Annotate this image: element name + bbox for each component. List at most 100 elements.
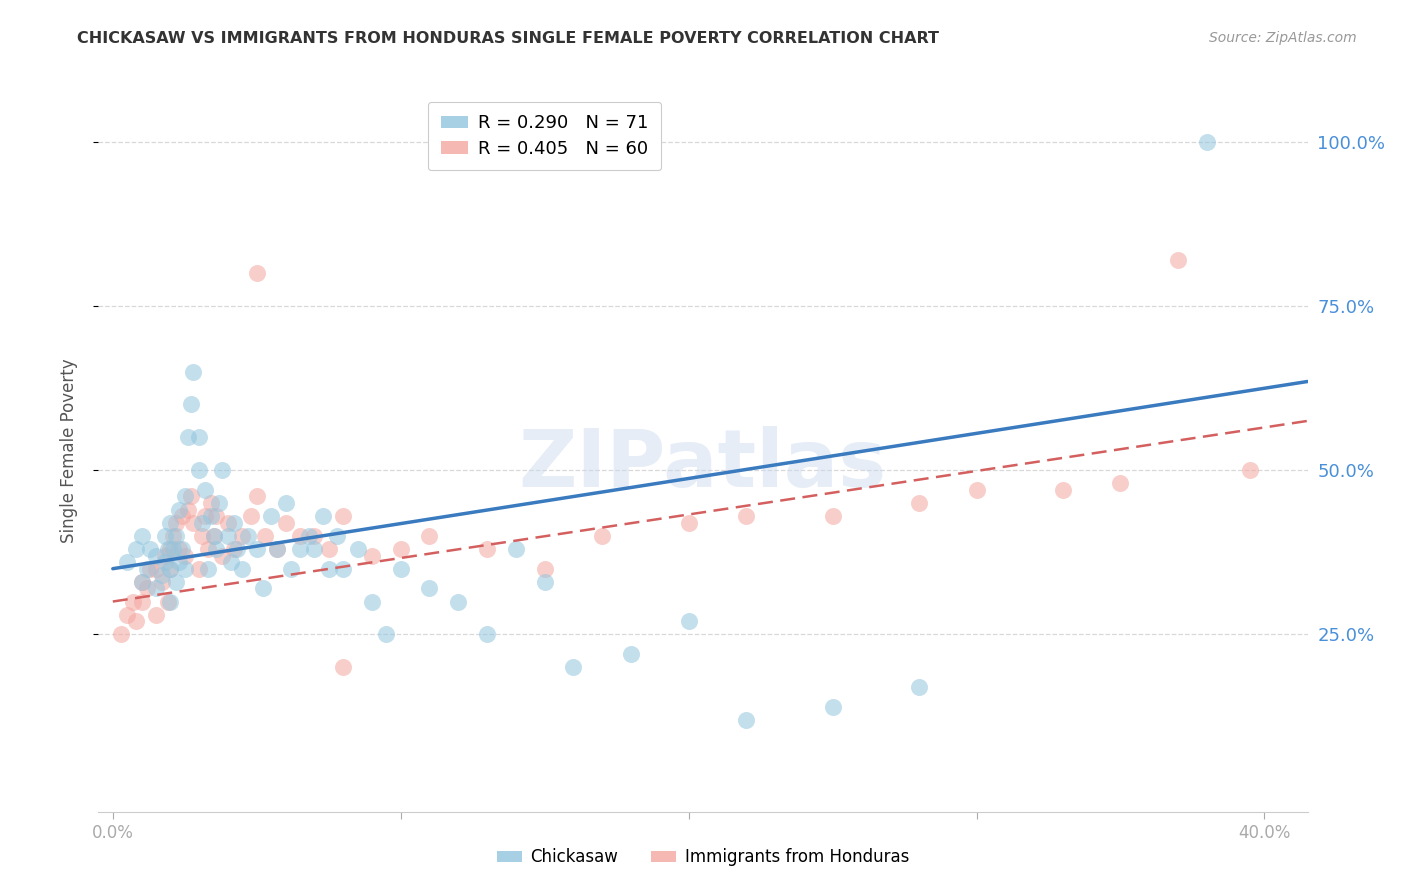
Point bbox=[288, 541, 311, 556]
Point bbox=[447, 594, 470, 608]
Point bbox=[188, 463, 211, 477]
Point bbox=[194, 509, 217, 524]
Point bbox=[217, 516, 239, 530]
Point bbox=[418, 529, 440, 543]
Point bbox=[533, 562, 555, 576]
Point bbox=[1109, 476, 1132, 491]
Point bbox=[180, 490, 202, 504]
Point bbox=[122, 594, 145, 608]
Point bbox=[312, 509, 335, 524]
Point bbox=[562, 660, 585, 674]
Point bbox=[156, 541, 179, 556]
Point bbox=[240, 509, 263, 524]
Point bbox=[266, 541, 288, 556]
Point bbox=[165, 516, 187, 530]
Point bbox=[205, 541, 228, 556]
Point bbox=[156, 594, 179, 608]
Point bbox=[183, 365, 205, 379]
Legend: Chickasaw, Immigrants from Honduras: Chickasaw, Immigrants from Honduras bbox=[491, 842, 915, 873]
Point bbox=[361, 549, 384, 563]
Point bbox=[1239, 463, 1261, 477]
Point bbox=[505, 541, 527, 556]
Text: CHICKASAW VS IMMIGRANTS FROM HONDURAS SINGLE FEMALE POVERTY CORRELATION CHART: CHICKASAW VS IMMIGRANTS FROM HONDURAS SI… bbox=[77, 31, 939, 46]
Point bbox=[131, 574, 153, 589]
Point bbox=[167, 502, 190, 516]
Point bbox=[153, 529, 176, 543]
Point bbox=[966, 483, 988, 497]
Point bbox=[139, 541, 162, 556]
Point bbox=[1195, 135, 1218, 149]
Point bbox=[225, 541, 247, 556]
Point bbox=[188, 562, 211, 576]
Point bbox=[735, 713, 758, 727]
Y-axis label: Single Female Poverty: Single Female Poverty bbox=[59, 359, 77, 542]
Point bbox=[188, 430, 211, 444]
Point bbox=[191, 529, 214, 543]
Point bbox=[145, 549, 167, 563]
Point bbox=[145, 607, 167, 622]
Point bbox=[150, 568, 173, 582]
Point bbox=[173, 549, 195, 563]
Point bbox=[194, 483, 217, 497]
Point bbox=[304, 541, 326, 556]
Point bbox=[125, 541, 148, 556]
Point bbox=[361, 594, 384, 608]
Point bbox=[389, 541, 412, 556]
Point bbox=[318, 562, 340, 576]
Point bbox=[908, 680, 931, 694]
Point bbox=[180, 397, 202, 411]
Point bbox=[246, 266, 269, 280]
Point bbox=[110, 627, 132, 641]
Point bbox=[332, 660, 354, 674]
Point bbox=[159, 562, 181, 576]
Point bbox=[145, 582, 167, 596]
Point bbox=[1167, 252, 1189, 267]
Point bbox=[197, 562, 219, 576]
Point bbox=[620, 647, 643, 661]
Point bbox=[173, 490, 195, 504]
Point bbox=[304, 529, 326, 543]
Point bbox=[125, 614, 148, 628]
Point bbox=[231, 562, 253, 576]
Point bbox=[475, 627, 498, 641]
Point bbox=[288, 529, 311, 543]
Point bbox=[205, 509, 228, 524]
Point bbox=[115, 607, 138, 622]
Point bbox=[318, 541, 340, 556]
Point bbox=[202, 529, 225, 543]
Point bbox=[246, 490, 269, 504]
Point bbox=[131, 594, 153, 608]
Point bbox=[346, 541, 368, 556]
Point bbox=[176, 502, 198, 516]
Point bbox=[136, 562, 159, 576]
Point bbox=[266, 541, 288, 556]
Point bbox=[162, 529, 184, 543]
Point bbox=[150, 574, 173, 589]
Point bbox=[167, 555, 190, 569]
Point bbox=[231, 529, 253, 543]
Point bbox=[418, 582, 440, 596]
Point bbox=[236, 529, 259, 543]
Point bbox=[222, 516, 245, 530]
Point bbox=[678, 614, 700, 628]
Point bbox=[153, 549, 176, 563]
Point bbox=[170, 541, 193, 556]
Point bbox=[159, 594, 181, 608]
Point bbox=[211, 549, 233, 563]
Point bbox=[678, 516, 700, 530]
Point bbox=[297, 529, 319, 543]
Point bbox=[735, 509, 758, 524]
Point bbox=[246, 541, 269, 556]
Point bbox=[165, 574, 187, 589]
Point bbox=[332, 562, 354, 576]
Point bbox=[222, 541, 245, 556]
Point bbox=[170, 509, 193, 524]
Point bbox=[533, 574, 555, 589]
Point bbox=[254, 529, 277, 543]
Point bbox=[202, 529, 225, 543]
Point bbox=[274, 516, 297, 530]
Point bbox=[219, 555, 242, 569]
Point bbox=[1052, 483, 1074, 497]
Point bbox=[252, 582, 274, 596]
Point bbox=[173, 562, 195, 576]
